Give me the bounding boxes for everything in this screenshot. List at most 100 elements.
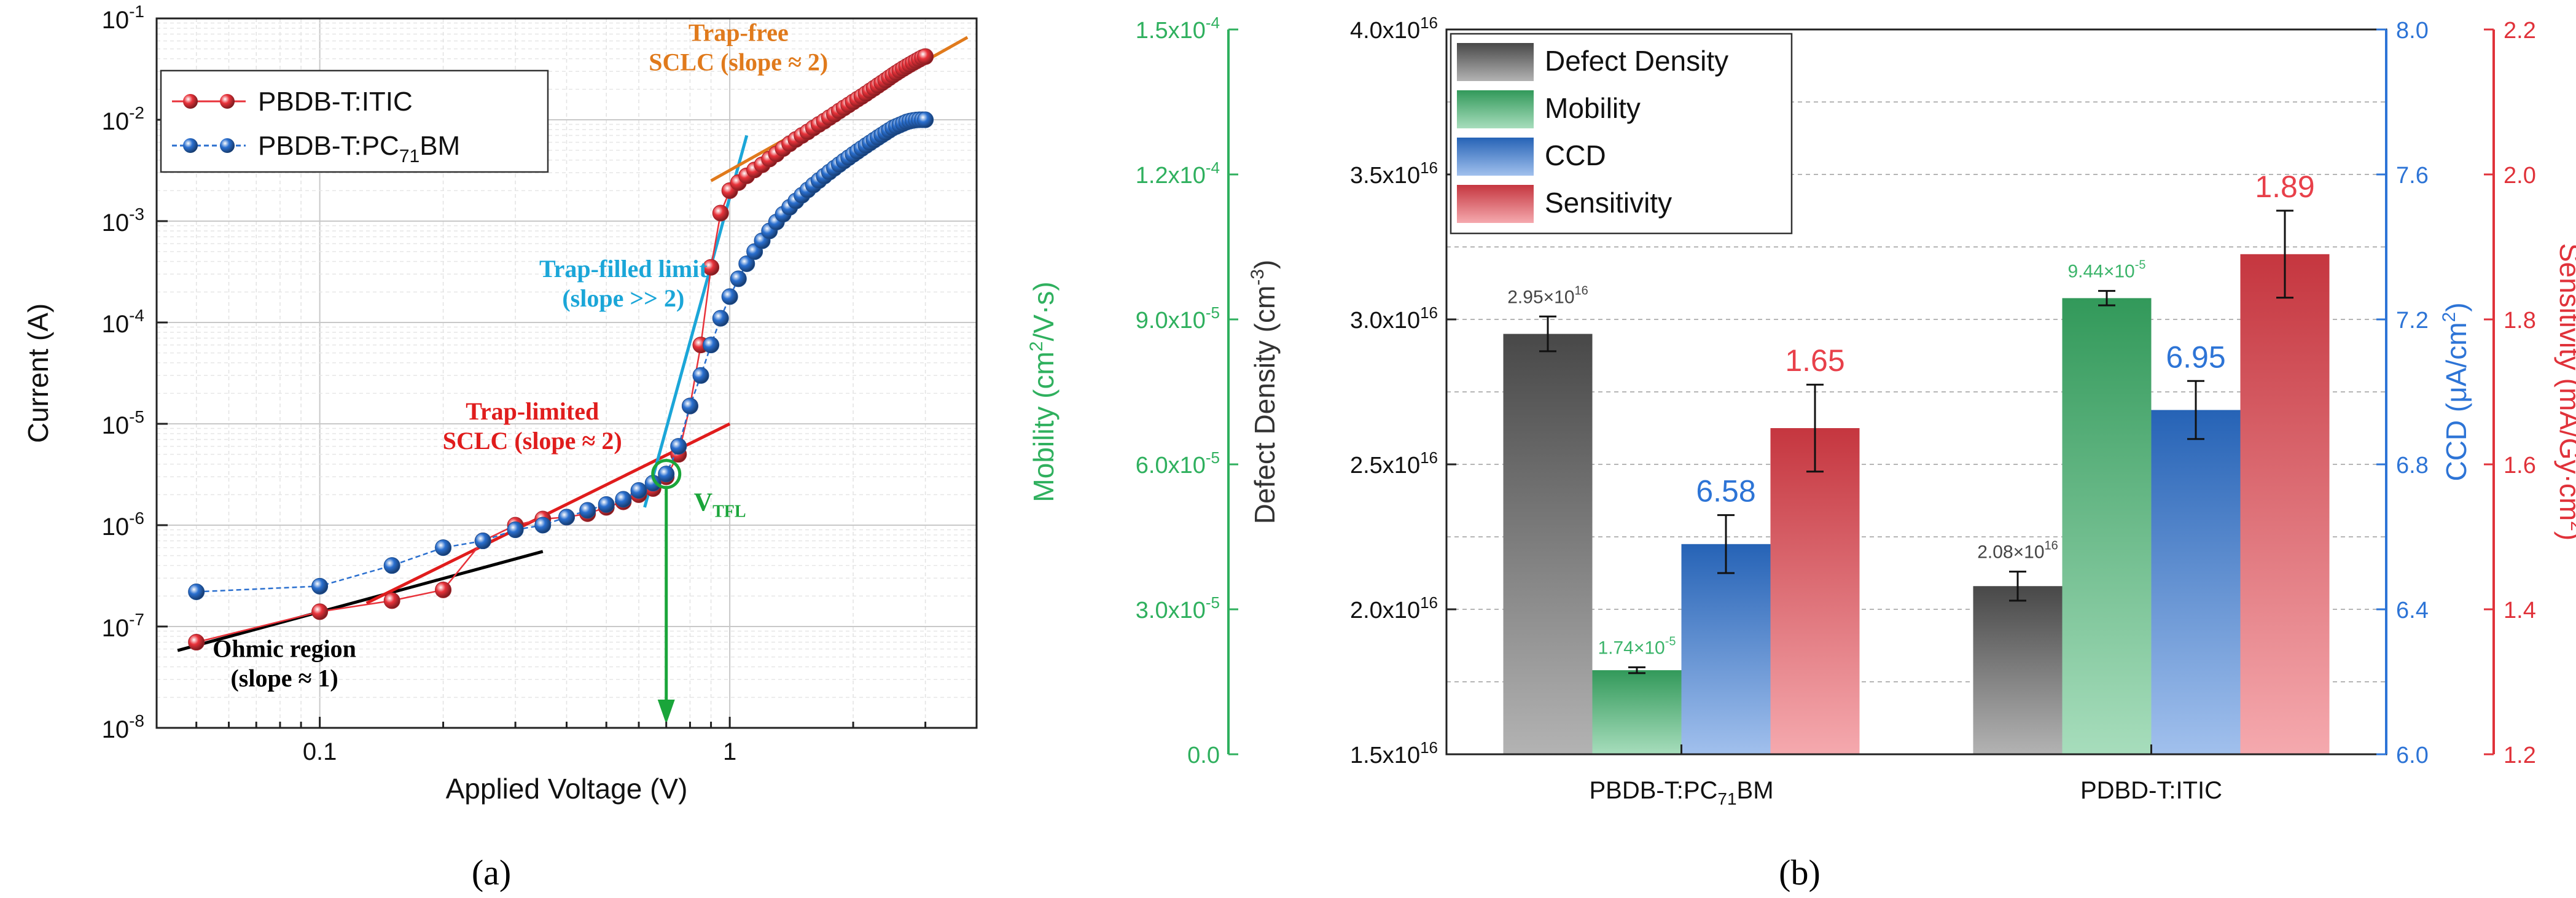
data-point — [383, 592, 400, 609]
sensitivity-axis-label: Sensitivity (mA/Gy·cm2) — [2554, 243, 2576, 541]
mobility-axis-tick-label: 9.0x10-5 — [1136, 303, 1220, 334]
category-label: PBDB-T:PC71BM — [1589, 777, 1773, 808]
data-label: 1.65 — [1785, 343, 1844, 378]
data-point — [712, 310, 729, 327]
data-label: 2.08×1016 — [1977, 539, 2058, 563]
data-point — [188, 634, 205, 651]
y-tick-label: 10-4 — [102, 306, 144, 338]
bar-sensitivity — [2240, 254, 2330, 754]
ccd-axis-tick-label: 7.2 — [2396, 308, 2429, 334]
sensitivity-axis-tick-label: 2.2 — [2504, 18, 2536, 44]
y-tick-label: 10-2 — [102, 103, 144, 135]
legend-label: Defect Density — [1545, 45, 1728, 77]
legend-swatch — [1457, 90, 1534, 128]
data-point — [311, 577, 329, 595]
legend-label: Sensitivity — [1545, 187, 1672, 219]
fit-line-ohmic — [177, 550, 544, 652]
sensitivity-axis-tick-label: 1.8 — [2504, 308, 2536, 334]
defect-axis-tick-label: 2.5x1016 — [1350, 448, 1438, 478]
legend-label: CCD — [1545, 139, 1606, 171]
mobility-axis-tick-label: 3.0x10-5 — [1136, 593, 1220, 623]
data-label: 2.95×1016 — [1507, 284, 1588, 307]
y-tick-label: 10-7 — [102, 610, 144, 642]
bar-mobility — [1592, 670, 1682, 754]
bar-defect-density — [1503, 334, 1593, 754]
sensitivity-axis-tick-label: 1.4 — [2504, 598, 2536, 623]
ccd-axis-tick-label: 6.8 — [2396, 453, 2429, 478]
data-point — [703, 259, 720, 276]
legend-box — [160, 69, 549, 173]
legend-marker — [183, 94, 198, 109]
category-label: PDBD-T:ITIC — [2080, 777, 2222, 804]
data-point — [435, 581, 452, 598]
legend-label: Mobility — [1545, 92, 1641, 124]
sensitivity-axis-tick-label: 1.6 — [2504, 453, 2536, 478]
bar-ccd — [1681, 544, 1771, 754]
data-label: 1.74×10-5 — [1598, 634, 1676, 658]
bar-mobility — [2062, 298, 2152, 754]
legend: PBDB-T:ITIC PBDB-T:PC71BM — [160, 69, 549, 173]
data-point — [311, 603, 329, 620]
data-point — [579, 502, 596, 519]
legend-marker — [220, 94, 235, 109]
legend-label: PBDB-T:PC71BM — [258, 131, 460, 166]
data-label: 6.95 — [2166, 340, 2225, 374]
panel-a-jv-loglog-chart: VTFL Ohmic region (slope ≈ 1) Trap-limited S… — [22, 2, 978, 805]
x-tick-label: 0.1 — [303, 738, 337, 765]
y-axis-label: Current (A) — [22, 303, 54, 443]
data-label: 9.44×10-5 — [2067, 259, 2145, 282]
x-axis-label: Applied Voltage (V) — [446, 773, 688, 805]
sensitivity-axis-tick-label: 1.2 — [2504, 743, 2536, 768]
data-point — [507, 521, 524, 539]
panel-b-multi-axis-bar-chart: 2.95×1016 1.74×10-5 6.58 1.65 2.08×1016 9.44×… — [1026, 14, 2576, 808]
data-point — [712, 205, 729, 222]
mobility-axis-tick-label: 0.0 — [1187, 743, 1220, 768]
legend-swatch — [1457, 138, 1534, 176]
annotation-trap-limited: Trap-limited SCLC (slope ≈ 2) — [443, 397, 622, 455]
data-point — [383, 557, 400, 574]
x-tick-label: 1 — [723, 738, 736, 765]
bar-ccd — [2151, 410, 2241, 754]
data-point — [917, 48, 934, 65]
mobility-axis-label: Mobility (cm2/V·s) — [1026, 281, 1060, 502]
ccd-axis-label: CCD (μA/cm2) — [2439, 302, 2472, 481]
data-point — [598, 496, 615, 513]
data-point — [615, 491, 632, 508]
legend-swatch — [1457, 43, 1534, 81]
annotation-ohmic-region: Ohmic region (slope ≈ 1) — [213, 635, 356, 692]
ccd-axis-tick-label: 8.0 — [2396, 18, 2429, 44]
data-point — [730, 270, 747, 287]
y-tick-label: 10-3 — [102, 205, 144, 236]
y-tick-label: 10-8 — [102, 711, 144, 743]
defect-axis-tick-label: 4.0x1016 — [1350, 14, 1438, 44]
data-label: 1.89 — [2255, 170, 2314, 204]
sensitivity-axis-tick-label: 2.0 — [2504, 163, 2536, 189]
data-point — [435, 539, 452, 556]
defect-axis-tick-label: 1.5x1016 — [1350, 738, 1438, 768]
data-point — [917, 111, 934, 128]
data-point — [738, 255, 755, 272]
defect-axis-tick-label: 3.5x1016 — [1350, 158, 1438, 189]
panel-label-a: (a) — [472, 853, 511, 892]
data-point — [630, 482, 647, 499]
data-point — [692, 367, 709, 384]
data-point — [681, 397, 698, 415]
data-point — [670, 438, 687, 455]
ccd-axis-tick-label: 6.4 — [2396, 598, 2429, 623]
defect-axis-label: Defect Density (cm-3) — [1247, 260, 1281, 525]
data-label: 6.58 — [1696, 474, 1755, 509]
data-point — [474, 533, 491, 550]
data-point — [534, 517, 552, 534]
defect-axis-tick-label: 2.0x1016 — [1350, 593, 1438, 623]
data-point — [558, 509, 575, 526]
ccd-axis-tick-label: 7.6 — [2396, 163, 2429, 189]
bar-sensitivity — [1770, 428, 1860, 754]
legend-marker — [183, 138, 198, 153]
legend-swatch — [1457, 185, 1534, 223]
defect-axis-tick-label: 3.0x1016 — [1350, 303, 1438, 334]
legend-marker — [220, 138, 235, 153]
data-point — [703, 337, 720, 354]
vtfl-arrow-head — [657, 700, 675, 724]
data-point — [721, 288, 738, 305]
